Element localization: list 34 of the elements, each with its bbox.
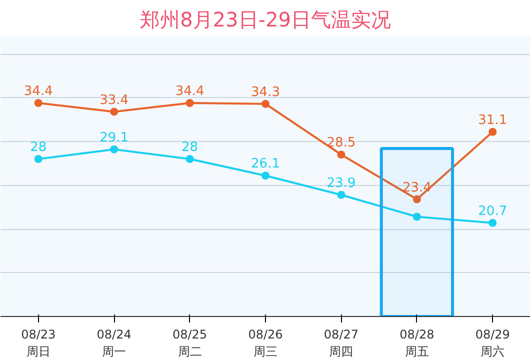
data-label: 31.1 xyxy=(478,112,508,128)
chart-title: 郑州8月23日-29日气温实况 xyxy=(140,8,391,32)
point xyxy=(34,99,42,107)
x-tick-label: 08/26 周三 xyxy=(248,328,283,358)
point xyxy=(186,155,194,163)
data-label: 23.9 xyxy=(326,176,356,191)
data-label: 26.1 xyxy=(251,156,280,172)
x-tick-label: 08/23 周日 xyxy=(21,328,56,358)
point xyxy=(412,212,421,221)
x-tick-label: 08/28 周五 xyxy=(400,328,434,358)
x-tick-label: 08/27 周四 xyxy=(324,328,359,358)
point xyxy=(337,150,346,159)
data-label: 34.4 xyxy=(24,84,53,99)
point xyxy=(337,190,346,199)
data-label: 34.4 xyxy=(175,84,204,99)
data-label: 28 xyxy=(30,140,47,155)
point xyxy=(110,108,118,116)
data-label: 33.4 xyxy=(100,92,129,108)
point xyxy=(262,172,270,180)
x-tick-label: 08/25 周二 xyxy=(172,328,208,358)
point xyxy=(488,128,497,136)
point xyxy=(186,99,194,107)
point xyxy=(488,218,497,227)
data-label: 20.7 xyxy=(478,204,508,219)
point xyxy=(110,145,118,154)
x-tick-label: 08/24 周一 xyxy=(96,328,132,358)
point xyxy=(34,155,42,163)
data-label: 29.1 xyxy=(100,130,129,146)
data-label: 28 xyxy=(182,140,198,155)
point xyxy=(262,100,270,108)
data-label: 34.3 xyxy=(251,84,280,100)
x-tick-label: 08/29 周六 xyxy=(475,328,510,358)
point xyxy=(412,195,421,204)
data-label: 28.5 xyxy=(326,136,356,151)
